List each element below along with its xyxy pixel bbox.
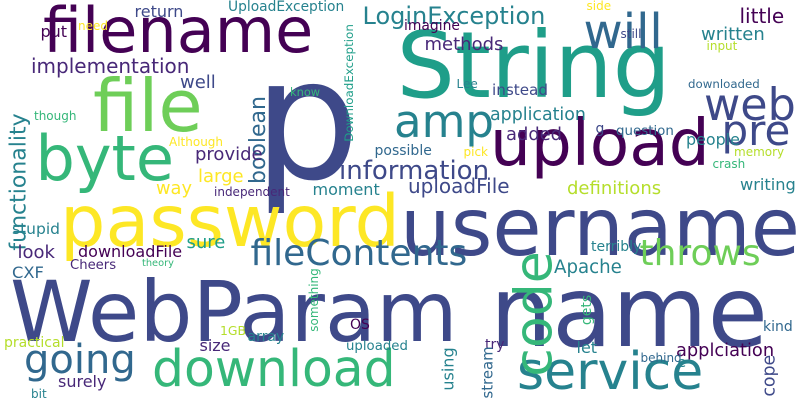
word-loginexception: LoginException <box>362 2 546 30</box>
word-something: something <box>306 268 321 332</box>
word-surely: surely <box>58 372 107 391</box>
word-know: know <box>290 84 321 99</box>
word-code: code <box>504 251 565 377</box>
word-moment: moment <box>312 180 380 199</box>
word-uploadexception: UploadException <box>228 0 345 15</box>
word-lee: Lee <box>456 77 478 91</box>
word-sure: sure <box>186 232 226 253</box>
word-application: application <box>490 104 586 125</box>
word-will: will <box>583 4 663 60</box>
word-try: try <box>485 337 505 353</box>
word-memory: memory <box>734 145 785 159</box>
word-implementation: implementation <box>31 54 190 78</box>
word-filecontents: fileContents <box>250 233 468 274</box>
word-terribly: terribly <box>591 239 642 255</box>
word-independent: independent <box>214 185 290 199</box>
word-e: e <box>677 355 687 371</box>
word-throws: throws <box>639 233 761 274</box>
word-though: though <box>34 109 77 123</box>
word-going: going <box>24 337 136 383</box>
word-password: password <box>60 180 400 263</box>
word-imagine: imagine <box>404 18 460 34</box>
word-boolean: boolean <box>245 96 271 184</box>
word-theory: theory <box>142 258 174 269</box>
word-cope: cope <box>759 354 780 397</box>
word-download: download <box>152 339 396 398</box>
word-uploaded: uploaded <box>346 338 408 354</box>
word-possible: possible <box>374 143 432 159</box>
word-although: Although <box>169 135 224 149</box>
word-downloadexception: DownloadException <box>341 24 356 142</box>
word-information: information <box>339 156 490 186</box>
word-file: file <box>93 64 203 148</box>
word-byte: byte <box>35 122 175 195</box>
word-size: size <box>199 336 231 355</box>
word-applciation: applciation <box>676 340 775 361</box>
word-g: g <box>595 121 605 137</box>
word-service: service <box>517 342 704 400</box>
word-bit: bit <box>31 387 47 400</box>
word-p: p <box>253 22 361 218</box>
word-people: people <box>686 130 740 149</box>
word-upload: upload <box>490 105 710 181</box>
word-put: put <box>40 22 68 41</box>
word-let: let <box>576 338 598 357</box>
word-using: using <box>438 347 458 391</box>
word-gets: gets <box>579 294 596 326</box>
word-uploadfile: uploadFile <box>408 174 510 198</box>
word-look: look <box>17 242 55 263</box>
word-pick: pick <box>463 145 489 159</box>
word-web: web <box>704 80 796 131</box>
word-input: input <box>706 39 738 53</box>
word-behind: behind <box>640 351 682 365</box>
word-need: need <box>78 19 108 33</box>
word-question: question <box>616 123 674 139</box>
word-webparam: WebParam <box>10 263 458 361</box>
word-written: written <box>701 24 765 45</box>
word-downloadfile: downloadFile <box>78 242 183 261</box>
word-little: little <box>739 4 785 28</box>
word-filename: filename <box>43 0 314 67</box>
word-username: username <box>400 181 800 274</box>
word-amp: amp <box>394 94 494 148</box>
word-still: still <box>620 27 642 41</box>
word-kind: kind <box>763 319 793 335</box>
word-array: array <box>247 329 285 345</box>
word-practical: practical <box>4 335 65 351</box>
word-stream: stream <box>478 345 497 399</box>
word-crash: crash <box>712 157 746 171</box>
word-side: side <box>586 0 612 13</box>
word-instead: instead <box>492 80 549 99</box>
word-cxf: CXF <box>12 263 44 282</box>
word-downloaded: downloaded <box>688 77 760 91</box>
word-apache: Apache <box>554 257 622 278</box>
word-definitions: definitions <box>567 178 662 199</box>
word-methods: methods <box>424 34 504 55</box>
word-cheers: Cheers <box>70 257 117 273</box>
word-pre: pre <box>721 106 791 155</box>
word-string: String <box>396 12 672 119</box>
word-os: OS <box>350 317 370 333</box>
word-return: return <box>134 2 184 21</box>
word-1gb: 1GB <box>220 323 246 338</box>
word-added: added <box>506 124 563 145</box>
word-large: large <box>198 166 244 187</box>
word-provide: provide <box>195 144 263 165</box>
word-well: well <box>180 72 216 93</box>
word-writing: writing <box>740 175 796 194</box>
word-name: name <box>490 256 768 370</box>
word-stupid: stupid <box>12 220 60 238</box>
word-way: way <box>156 178 192 199</box>
